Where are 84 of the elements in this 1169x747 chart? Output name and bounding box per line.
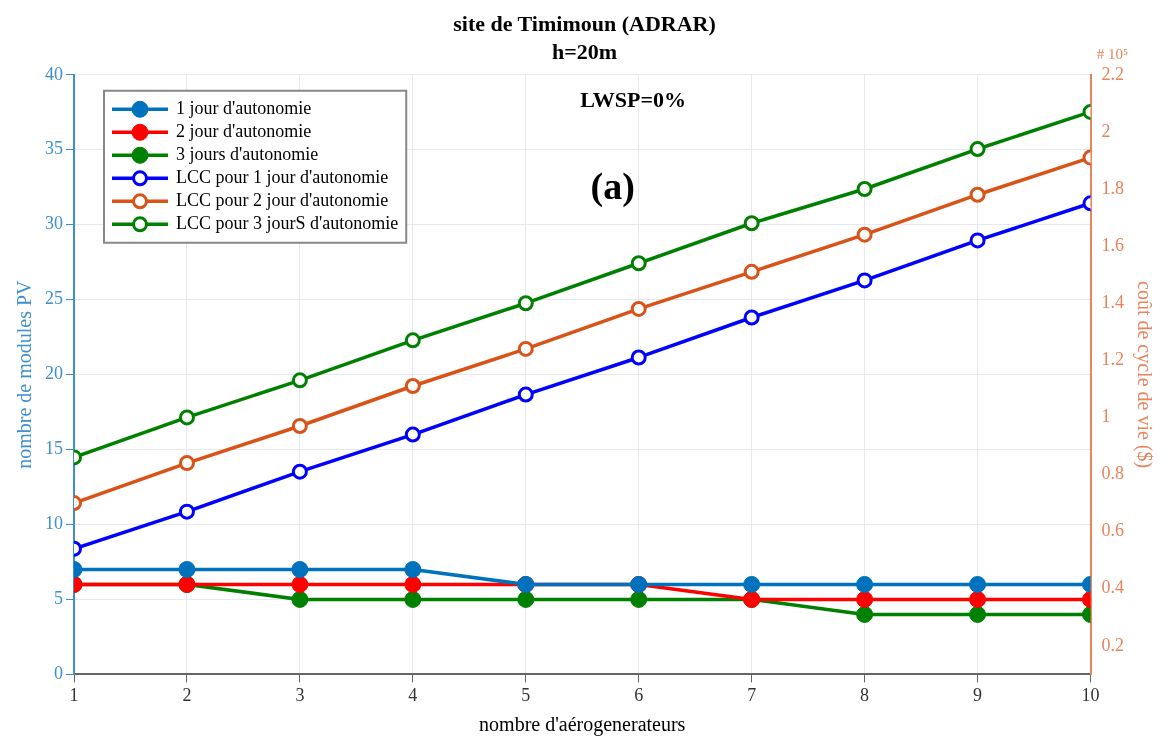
point (291, 372, 308, 389)
point (178, 560, 196, 578)
point (856, 272, 873, 289)
point (856, 605, 874, 623)
point (969, 605, 987, 623)
x-tick-label: 8 (860, 684, 870, 705)
y2-tick-label: 1.4 (1101, 291, 1124, 312)
y2-tick-label: 1 (1101, 406, 1111, 427)
point (743, 263, 760, 280)
y-tick-label: 20 (45, 363, 63, 384)
y-tick-label: 0 (54, 663, 63, 684)
point (856, 181, 873, 198)
x-tick-label: 6 (634, 684, 644, 705)
point (856, 226, 873, 243)
chart-title: site de Timimoun (ADRAR) (453, 10, 716, 36)
x-tick-label: 4 (408, 684, 418, 705)
point (404, 575, 422, 593)
y2-tick-label: 1.2 (1101, 349, 1124, 370)
legend-label: LCC pour 1 jour d'autonomie (176, 167, 389, 188)
x-tick-label: 10 (1081, 684, 1100, 705)
y2-tick-label: 0.2 (1101, 634, 1124, 655)
point (291, 463, 308, 480)
point (969, 186, 986, 203)
y2-tick-label: 0.8 (1101, 463, 1124, 484)
point (517, 340, 534, 357)
point (856, 575, 874, 593)
point (969, 575, 987, 593)
y-tick-label: 5 (54, 588, 63, 609)
point (969, 141, 986, 158)
point (178, 455, 195, 472)
point (291, 560, 309, 578)
legend-label: 2 jour d'autonomie (176, 121, 312, 142)
y2-tick-label: 1.8 (1101, 177, 1124, 198)
x-tick-label: 7 (747, 684, 757, 705)
point (404, 378, 421, 395)
y-tick-label: 40 (45, 63, 63, 84)
point (630, 349, 647, 366)
x-tick-label: 3 (295, 684, 305, 705)
point (630, 590, 648, 608)
point (743, 575, 761, 593)
point (743, 215, 760, 232)
point (517, 386, 534, 403)
x-axis-title: nombre d'aérogenerateurs (479, 713, 686, 737)
chart-subtitle: h=20m (551, 39, 618, 65)
legend-label: LCC pour 3 jourS d'autonomie (176, 213, 399, 234)
point (178, 409, 195, 426)
text: # 10⁵ (1096, 45, 1129, 62)
y-tick-label: 10 (45, 513, 63, 534)
point (291, 417, 308, 434)
point (969, 590, 987, 608)
point (404, 426, 421, 443)
annotation: (a) (590, 164, 635, 208)
point (630, 300, 647, 317)
point (291, 575, 309, 593)
x-tick-label: 5 (521, 684, 531, 705)
y2-tick-label: 2 (1101, 120, 1111, 141)
y-tick-label: 15 (45, 438, 63, 459)
point (517, 295, 534, 312)
legend-label: LCC pour 2 jour d'autonomie (176, 190, 389, 211)
point (517, 590, 535, 608)
point (856, 590, 874, 608)
y2-tick-label: 1.6 (1101, 234, 1124, 255)
y-tick-label: 30 (45, 213, 63, 234)
x-tick-label: 2 (182, 684, 192, 705)
legend-label: 3 jours d'autonomie (176, 144, 319, 165)
y2-tick-label: 0.4 (1101, 577, 1124, 598)
y2-tick-label: 0.6 (1101, 520, 1124, 541)
legend-label: 1 jour d'autonomie (176, 98, 312, 119)
x-tick-label: 1 (69, 684, 79, 705)
point (178, 503, 195, 520)
point (404, 560, 422, 578)
point (291, 590, 309, 608)
y-tick-label: 25 (45, 288, 63, 309)
point (630, 255, 647, 272)
y2-tick-label: 2.2 (1101, 63, 1124, 84)
annotation: LWSP=0% (580, 87, 687, 113)
point (404, 332, 421, 349)
y-axis-title: nombre de modules PV (13, 279, 36, 469)
x-tick-label: 9 (973, 684, 983, 705)
point (404, 590, 422, 608)
point (969, 232, 986, 249)
y-tick-label: 35 (45, 138, 63, 159)
point (743, 309, 760, 326)
y2-axis-title: coût de cycle de vie ($) (1132, 281, 1156, 469)
